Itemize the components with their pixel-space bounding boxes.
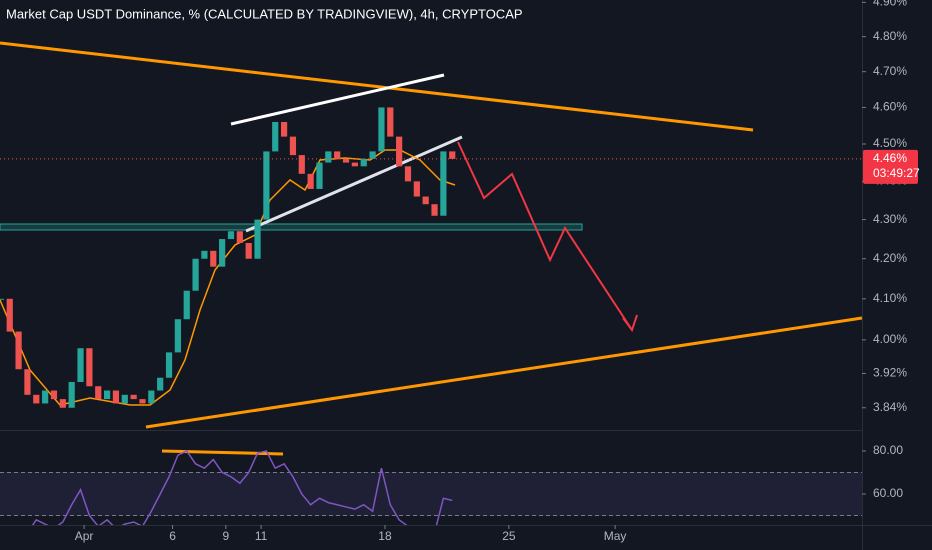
- arrow-head: [622, 314, 638, 333]
- candles: [0, 107, 456, 408]
- support-zone: [0, 223, 583, 231]
- candle: [236, 231, 243, 243]
- candle: [449, 151, 456, 159]
- y-tick-label: 4.00%: [873, 332, 907, 346]
- candle: [77, 348, 84, 382]
- candle: [183, 290, 190, 320]
- candle: [112, 390, 120, 404]
- candle: [157, 377, 164, 391]
- candle: [42, 390, 49, 404]
- y-tick-label: 4.70%: [873, 64, 907, 78]
- candle: [121, 394, 128, 404]
- candle: [245, 242, 252, 259]
- projection-arrow: [457, 141, 633, 331]
- drawings: [0, 41, 863, 456]
- candle: [360, 158, 367, 167]
- candle: [396, 136, 403, 167]
- candle: [174, 319, 181, 353]
- x-tick-label: May: [604, 529, 627, 543]
- candle: [201, 250, 208, 259]
- candle: [342, 158, 350, 163]
- candle: [316, 162, 323, 189]
- rsi-band: [0, 472, 862, 516]
- rsi-line: [31, 449, 453, 525]
- wedge-bottom: [245, 135, 463, 233]
- y2-tick-label: 80.00: [873, 443, 903, 457]
- candle: [351, 162, 358, 167]
- candle: [307, 173, 314, 189]
- moving-average: [0, 149, 456, 406]
- candle: [210, 250, 217, 267]
- candle: [95, 386, 102, 400]
- candle: [148, 390, 155, 404]
- resistance-line: [0, 41, 754, 132]
- candle: [24, 369, 31, 395]
- y-tick-label: 3.84%: [873, 400, 907, 414]
- rsi-pane: [31, 449, 453, 525]
- candle: [103, 390, 111, 400]
- wedge-top: [230, 73, 445, 126]
- y-tick-label: 4.90%: [873, 0, 907, 9]
- candle: [404, 166, 412, 182]
- candle: [298, 155, 305, 174]
- candle: [33, 394, 40, 404]
- chart-title: Market Cap USDT Dominance, % (CALCULATED…: [6, 6, 523, 21]
- candle: [272, 121, 279, 152]
- candle: [0, 298, 4, 300]
- candle: [263, 151, 270, 220]
- rsi-divergence: [161, 449, 284, 456]
- y-tick-label: 3.92%: [873, 366, 907, 380]
- candle: [387, 107, 394, 137]
- candle: [378, 107, 385, 152]
- candle: [369, 151, 376, 159]
- y-tick-label: 4.60%: [873, 100, 907, 114]
- candle: [68, 381, 75, 408]
- y-tick-label: 4.30%: [873, 212, 907, 226]
- candle: [130, 394, 137, 400]
- countdown: 03:49:27: [873, 166, 920, 180]
- candle: [192, 258, 199, 291]
- y-tick-label: 4.50%: [873, 136, 907, 150]
- candle: [139, 399, 146, 404]
- candle: [227, 231, 235, 240]
- candle: [15, 331, 22, 370]
- candle: [431, 204, 438, 216]
- candle: [254, 219, 261, 259]
- candle: [59, 399, 66, 408]
- candle: [86, 348, 93, 387]
- x-tick-label: 6: [169, 529, 176, 543]
- x-tick-label: Apr: [75, 529, 94, 543]
- candle: [440, 151, 447, 216]
- y2-tick-label: 60.00: [873, 486, 903, 500]
- candle: [422, 196, 429, 205]
- candle: [219, 239, 226, 267]
- last-price-label: 4.46%: [873, 151, 907, 165]
- x-tick-label: 9: [223, 529, 230, 543]
- candle: [325, 151, 332, 163]
- y-tick-label: 4.80%: [873, 29, 907, 43]
- candle: [289, 136, 297, 156]
- candle: [50, 390, 58, 400]
- x-tick-label: 25: [502, 529, 516, 543]
- y-tick-label: 4.10%: [873, 291, 907, 305]
- support-line: [145, 316, 863, 429]
- candle: [334, 151, 341, 159]
- y-tick-label: 4.20%: [873, 251, 907, 265]
- last-price-box: [863, 149, 918, 184]
- x-tick-label: 18: [378, 529, 392, 543]
- candle: [413, 181, 420, 197]
- candle: [165, 352, 173, 378]
- x-tick-label: 11: [255, 529, 268, 543]
- candle: [6, 298, 13, 332]
- candle: [280, 121, 288, 137]
